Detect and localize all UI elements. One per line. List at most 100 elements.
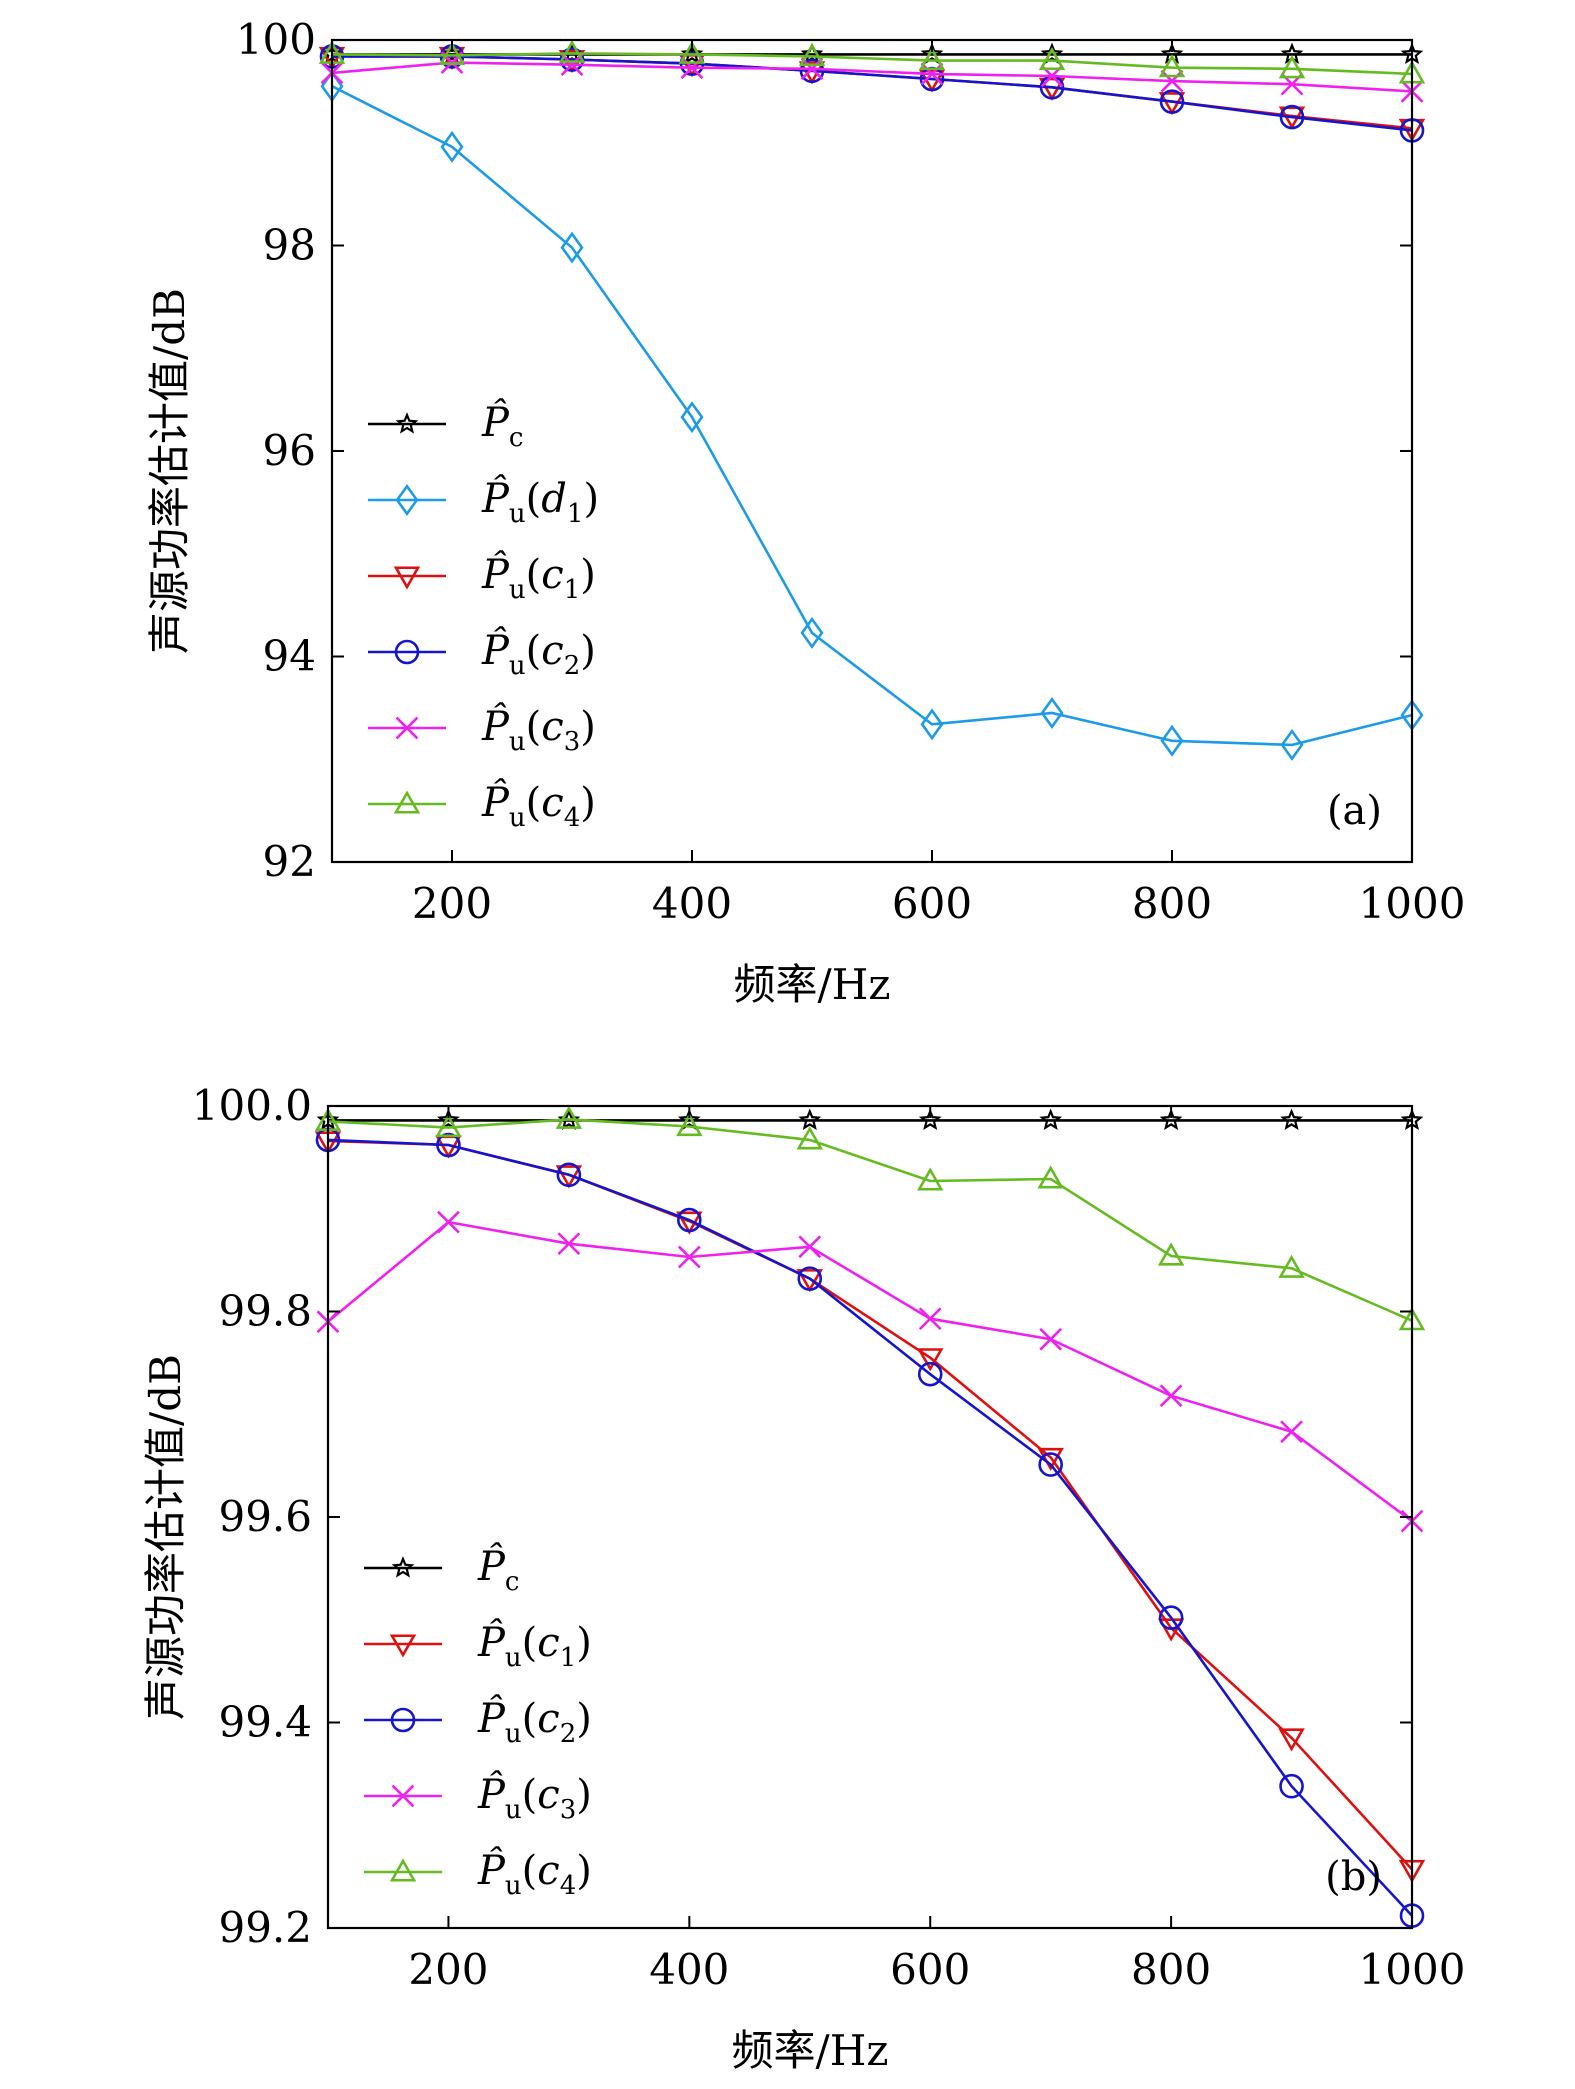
- legend-label-paren: (: [526, 780, 542, 826]
- data-point: [1159, 1108, 1183, 1131]
- data-point: [1160, 69, 1184, 93]
- data-point: [1280, 728, 1304, 761]
- legend-label-base: P̂: [481, 780, 510, 826]
- legend-label-subscript: u: [509, 727, 526, 757]
- legend-label-arg-subscript: 4: [560, 1871, 577, 1901]
- legend-marker: [389, 1858, 417, 1882]
- data-point: [680, 401, 704, 434]
- legend-label-subscript: u: [509, 499, 526, 529]
- legend-label-arg-subscript: 2: [564, 651, 581, 681]
- data-point: [677, 1108, 701, 1131]
- data-point: [916, 1167, 944, 1191]
- panel-label: (b): [1325, 1854, 1382, 1900]
- data-point: [680, 56, 704, 80]
- legend-label-arg: c: [537, 1620, 559, 1666]
- data-point: [556, 1162, 582, 1188]
- data-point: [1037, 1165, 1064, 1189]
- data-point: [1038, 1452, 1063, 1477]
- legend-entry: P̂u(c1): [364, 1620, 592, 1673]
- data-point: [799, 58, 825, 84]
- data-point: [677, 1245, 701, 1269]
- legend-label-base: P̂: [481, 400, 510, 446]
- legend-label-arg-subscript: 1: [564, 575, 581, 605]
- data-point: [918, 1108, 942, 1131]
- legend-label-subscript: u: [505, 1795, 522, 1825]
- legend-label-base: P̂: [481, 628, 510, 674]
- data-point: [920, 62, 944, 86]
- legend-label-paren: (: [522, 1620, 538, 1666]
- data-point: [920, 708, 944, 741]
- x-tick-label: 200: [412, 879, 492, 928]
- x-tick-label: 400: [649, 1945, 729, 1994]
- legend-label-arg: c: [541, 704, 563, 750]
- legend-label-paren: ): [580, 552, 596, 598]
- data-point: [555, 1105, 583, 1129]
- legend-label-arg: c: [537, 1772, 559, 1818]
- data-point: [798, 42, 826, 66]
- series-3: [316, 1210, 1424, 1533]
- series-5: [318, 39, 1426, 84]
- legend-label-paren: (: [522, 1772, 538, 1818]
- x-tick-label: 800: [1131, 1945, 1211, 1994]
- legend-entry: P̂u(c2): [364, 1696, 592, 1749]
- series-line: [331, 61, 1413, 93]
- legend-entry-label: P̂u(c1): [477, 1620, 592, 1673]
- data-point: [437, 1210, 460, 1234]
- series-2: [318, 46, 1426, 142]
- data-point: [680, 42, 704, 65]
- x-tick-label: 600: [890, 1945, 970, 1994]
- legend-label-paren: ): [576, 1772, 592, 1818]
- legend-label-subscript: u: [509, 651, 526, 681]
- legend-entry-label: P̂u(c2): [477, 1696, 592, 1749]
- legend-entry: P̂u(c3): [364, 1772, 592, 1825]
- legend-label-paren: (: [522, 1696, 538, 1742]
- legend-label-base: P̂: [481, 552, 510, 598]
- y-tick-label: 99.4: [218, 1698, 312, 1747]
- data-point: [1279, 1773, 1304, 1799]
- legend-entry: P̂c: [368, 400, 523, 453]
- legend-label-subscript: u: [509, 803, 526, 833]
- y-tick-label: 98: [263, 221, 316, 270]
- legend-label-paren: ): [576, 1696, 592, 1742]
- data-point: [1159, 1384, 1183, 1408]
- legend-label-arg: c: [537, 1696, 559, 1742]
- data-point: [1037, 1447, 1064, 1472]
- legend-entry-label: P̂u(c4): [481, 780, 596, 833]
- y-tick-label: 100: [236, 15, 316, 64]
- data-point: [1039, 1327, 1063, 1351]
- legend-label-paren: ): [583, 476, 599, 522]
- data-point: [798, 1235, 822, 1259]
- legend-marker: [391, 1784, 415, 1808]
- data-point: [678, 40, 706, 64]
- data-point: [1278, 55, 1306, 79]
- legend-label-paren: ): [580, 628, 596, 674]
- legend-label-arg: c: [537, 1848, 559, 1894]
- legend-label-base: P̂: [477, 1772, 506, 1818]
- x-axis-title: 频率/Hz: [734, 960, 891, 1009]
- legend-label-paren: ): [576, 1620, 592, 1666]
- data-point: [1160, 724, 1184, 757]
- data-point: [1279, 104, 1305, 130]
- legend-label-paren: (: [526, 628, 542, 674]
- data-point: [800, 57, 824, 81]
- panel-label: (a): [1327, 788, 1382, 834]
- x-tick-label: 600: [892, 879, 972, 928]
- data-point: [1038, 46, 1066, 71]
- data-point: [1157, 1242, 1185, 1266]
- data-point: [916, 1348, 944, 1372]
- series-line: [331, 85, 1413, 747]
- legend-entry-label: P̂c: [477, 1544, 519, 1597]
- x-tick-label: 1000: [1359, 879, 1466, 928]
- data-point: [438, 41, 466, 65]
- legend-label-paren: (: [526, 552, 542, 598]
- chart-panel-b: 200 400 600 800 1000 99.2 99.4 99.6 99.8 100.0 频率/…: [141, 1081, 1465, 2075]
- series-1: [314, 1131, 1426, 1884]
- data-point: [1039, 1108, 1063, 1131]
- series-4: [314, 1105, 1426, 1331]
- y-tick-label: 99.8: [218, 1287, 312, 1336]
- legend-label-base: P̂: [477, 1848, 506, 1894]
- legend-label-base: P̂: [477, 1620, 506, 1666]
- data-point: [560, 231, 584, 264]
- data-point: [1158, 54, 1186, 78]
- data-point: [1158, 1605, 1184, 1630]
